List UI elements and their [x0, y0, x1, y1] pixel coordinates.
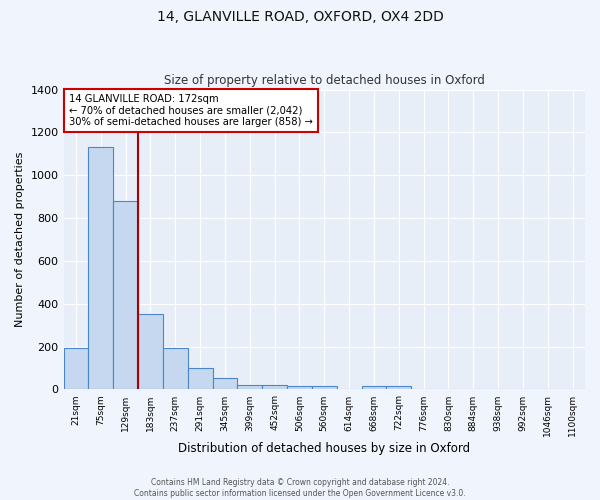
Y-axis label: Number of detached properties: Number of detached properties	[15, 152, 25, 327]
Title: Size of property relative to detached houses in Oxford: Size of property relative to detached ho…	[164, 74, 485, 87]
Bar	[64, 348, 88, 390]
Bar	[262, 385, 287, 390]
Bar	[238, 385, 262, 390]
Bar	[287, 386, 312, 390]
Bar	[362, 386, 386, 390]
Bar	[212, 378, 238, 390]
Bar	[312, 386, 337, 390]
Bar	[386, 386, 411, 390]
Bar	[138, 314, 163, 390]
X-axis label: Distribution of detached houses by size in Oxford: Distribution of detached houses by size …	[178, 442, 470, 455]
Bar	[88, 148, 113, 390]
Bar	[163, 348, 188, 390]
Text: 14, GLANVILLE ROAD, OXFORD, OX4 2DD: 14, GLANVILLE ROAD, OXFORD, OX4 2DD	[157, 10, 443, 24]
Bar	[113, 201, 138, 390]
Text: Contains HM Land Registry data © Crown copyright and database right 2024.
Contai: Contains HM Land Registry data © Crown c…	[134, 478, 466, 498]
Bar	[188, 368, 212, 390]
Text: 14 GLANVILLE ROAD: 172sqm
← 70% of detached houses are smaller (2,042)
30% of se: 14 GLANVILLE ROAD: 172sqm ← 70% of detac…	[69, 94, 313, 128]
